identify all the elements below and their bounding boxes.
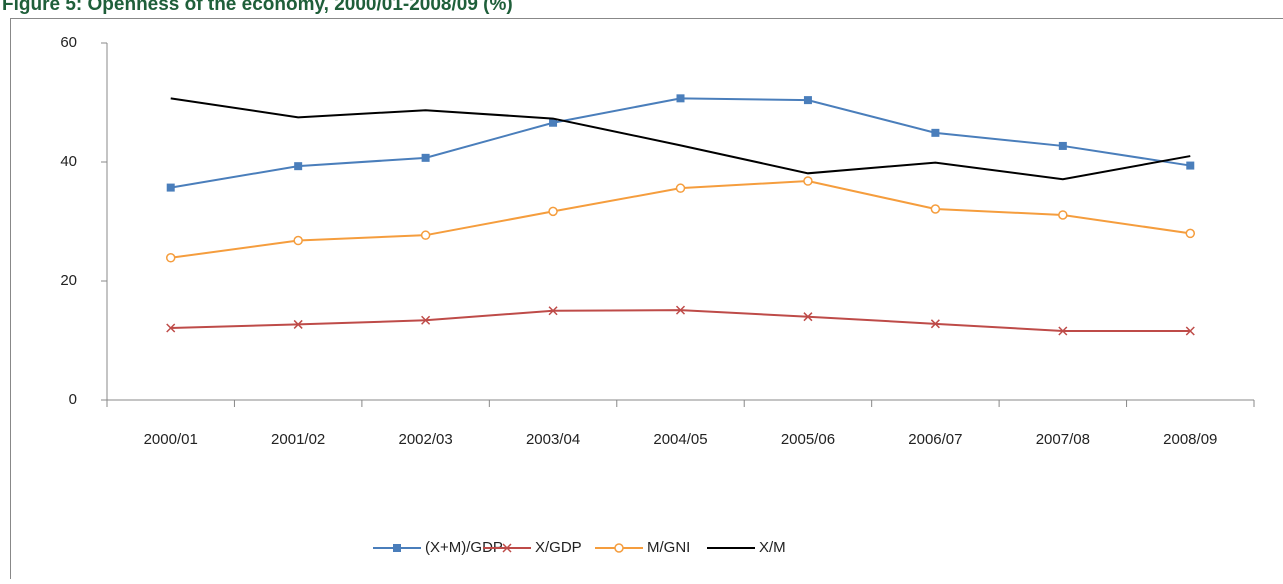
marker <box>931 205 939 213</box>
x-tick-label: 2008/09 <box>1163 431 1217 448</box>
x-tick-label: 2003/04 <box>526 431 580 448</box>
marker <box>804 96 812 104</box>
x-tick-label: 2000/01 <box>144 431 198 448</box>
marker <box>167 254 175 262</box>
x-tick-label: 2002/03 <box>398 431 452 448</box>
marker <box>422 231 430 239</box>
marker <box>1186 162 1194 170</box>
legend-label: M/GNI <box>647 539 690 556</box>
marker <box>677 184 685 192</box>
marker <box>549 207 557 215</box>
marker <box>615 544 623 552</box>
marker <box>422 154 430 162</box>
marker <box>294 162 302 170</box>
marker <box>1059 142 1067 150</box>
legend-label: X/GDP <box>535 539 582 556</box>
marker <box>931 129 939 137</box>
y-tick-label: 0 <box>69 391 77 408</box>
marker <box>294 237 302 245</box>
chart-title: Figure 5: Openness of the economy, 2000/… <box>2 0 513 15</box>
y-tick-label: 60 <box>60 34 77 51</box>
x-tick-label: 2007/08 <box>1036 431 1090 448</box>
x-tick-label: 2005/06 <box>781 431 835 448</box>
legend-label: X/M <box>759 539 786 556</box>
x-tick-label: 2001/02 <box>271 431 325 448</box>
x-tick-label: 2006/07 <box>908 431 962 448</box>
marker <box>1186 229 1194 237</box>
x-tick-label: 2004/05 <box>653 431 707 448</box>
marker <box>393 544 401 552</box>
marker <box>1059 211 1067 219</box>
y-tick-label: 20 <box>60 272 77 289</box>
y-tick-label: 40 <box>60 153 77 170</box>
marker <box>804 177 812 185</box>
marker <box>167 184 175 192</box>
marker <box>677 94 685 102</box>
